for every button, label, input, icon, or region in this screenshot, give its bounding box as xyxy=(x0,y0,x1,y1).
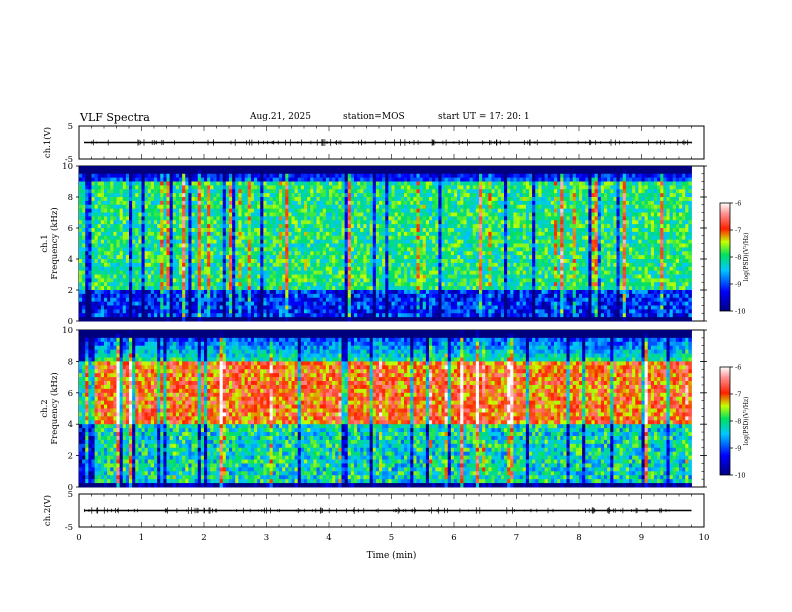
colorbar-tick-label: -6 xyxy=(735,364,741,372)
ch2-spectrogram-heatmap xyxy=(79,330,692,488)
y-tick-label: 8 xyxy=(68,357,73,367)
x-tick-label: 7 xyxy=(514,533,519,543)
y-tick-label: 5 xyxy=(68,122,73,132)
y-tick-label: 6 xyxy=(68,224,73,234)
y-tick-label: 2 xyxy=(68,452,73,462)
y-axis-label: ch.2(V) xyxy=(42,495,53,526)
figure-title: VLF Spectra xyxy=(80,111,150,124)
y-tick-label: 5 xyxy=(68,490,73,500)
y-tick-label: 4 xyxy=(68,255,73,265)
y-tick-label: 10 xyxy=(62,162,73,172)
x-tick-label: 8 xyxy=(576,533,581,543)
y-tick-label: -5 xyxy=(65,155,73,165)
colorbar-tick-label: -9 xyxy=(735,281,741,289)
x-tick-label: 6 xyxy=(451,533,456,543)
colorbar-tick-label: -7 xyxy=(735,227,741,235)
y-tick-label: 0 xyxy=(68,483,73,493)
colorbar-tick-label: -9 xyxy=(735,445,741,453)
x-tick-label: 1 xyxy=(139,533,144,543)
y-axis-label-channel: ch.1 xyxy=(40,234,50,252)
colorbar-tick-label: -10 xyxy=(735,472,745,480)
colorbar-tick-label: -8 xyxy=(735,418,741,426)
y-tick-label: 8 xyxy=(68,193,73,203)
y-tick-label: 4 xyxy=(68,420,73,430)
colorbar-tick-label: -6 xyxy=(735,200,741,208)
y-axis-label-frequency: Frequency (kHz) xyxy=(49,372,60,444)
colorbar-tick-label: -8 xyxy=(735,254,741,262)
y-tick-label: 10 xyxy=(62,326,73,336)
x-tick-label: 5 xyxy=(389,533,394,543)
x-tick-label: 4 xyxy=(326,533,331,543)
y-axis-label: ch.1(V) xyxy=(42,127,53,158)
y-axis-label-frequency: Frequency (kHz) xyxy=(49,207,60,279)
x-tick-label: 9 xyxy=(639,533,644,543)
y-tick-label: -5 xyxy=(65,523,73,533)
x-axis-label: Time (min) xyxy=(367,550,417,561)
y-tick-label: 2 xyxy=(68,286,73,296)
colorbar-label: log(PSD)(V²/Hz) xyxy=(743,233,750,282)
x-tick-label: 0 xyxy=(76,533,81,543)
colorbar-label: log(PSD)(V²/Hz) xyxy=(743,397,750,446)
ch1-spectrogram-colorbar xyxy=(719,202,731,312)
ch1-spectrogram-heatmap xyxy=(79,166,692,322)
y-axis-label-channel: ch.2 xyxy=(40,399,50,417)
colorbar-tick-label: -7 xyxy=(735,391,741,399)
ch2-waveform-trace xyxy=(84,507,692,514)
colorbar-tick-label: -10 xyxy=(735,308,745,316)
ch2-spectrogram-colorbar xyxy=(719,366,731,476)
start-ut-label: start UT = 17: 20: 1 xyxy=(438,112,530,122)
ch1-waveform-trace xyxy=(84,139,692,146)
x-tick-label: 2 xyxy=(201,533,206,543)
x-tick-label: 10 xyxy=(699,533,710,543)
date-label: Aug.21, 2025 xyxy=(250,112,311,122)
y-tick-label: 0 xyxy=(68,317,73,327)
x-tick-label: 3 xyxy=(264,533,269,543)
station-label: station=MOS xyxy=(343,112,405,122)
y-tick-label: 6 xyxy=(68,389,73,399)
